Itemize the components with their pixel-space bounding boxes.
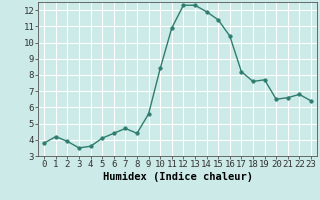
X-axis label: Humidex (Indice chaleur): Humidex (Indice chaleur) xyxy=(103,172,252,182)
